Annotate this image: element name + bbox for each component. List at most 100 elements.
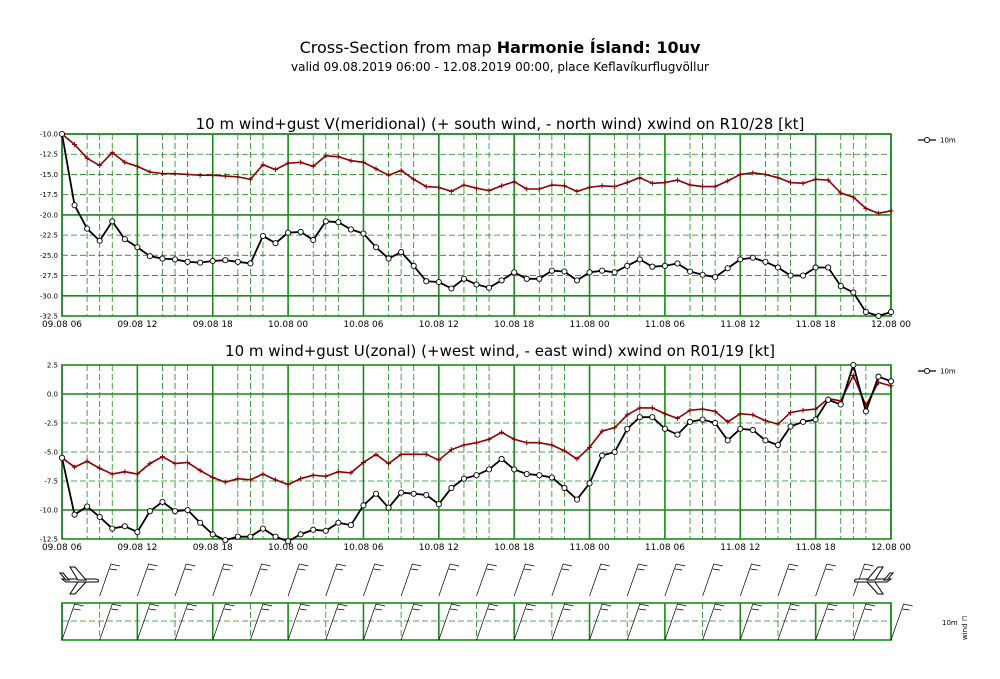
panel1-gust-point-1 xyxy=(72,142,78,148)
panel1-gust-point-65 xyxy=(875,210,881,216)
panel2-gust-point-54 xyxy=(737,411,743,417)
barb-top-57 xyxy=(777,563,799,597)
panel1-wind-point-8 xyxy=(159,255,166,262)
panel1-x-tick-1: 09.08 12 xyxy=(117,320,157,330)
panel2-gust-point-47 xyxy=(649,405,655,411)
panel2-gust-point-51 xyxy=(700,406,706,412)
barb-low-6 xyxy=(137,603,160,641)
panel1-gust-point-28 xyxy=(411,176,417,182)
panel2-wind-point-66 xyxy=(887,378,895,385)
panel1-wind-point-58 xyxy=(787,272,794,279)
panel1-gust-point-11 xyxy=(197,172,203,178)
panel2-wind-point-22 xyxy=(335,519,342,526)
panel2-x-tick-9: 11.08 12 xyxy=(720,543,760,553)
panel1-gust-point-47 xyxy=(649,180,655,186)
panel3-wind-barbs xyxy=(58,563,913,641)
panel2-wind-point-16 xyxy=(259,525,267,532)
panel2-y-tick-4: -7.5 xyxy=(44,478,58,486)
panel2-gust-point-8 xyxy=(159,454,165,460)
panel2-wind-point-34 xyxy=(486,466,493,473)
barb-low-0 xyxy=(61,603,84,641)
panel1-wind-point-9 xyxy=(171,256,179,263)
panel1-gust-point-25 xyxy=(373,166,379,172)
panel1-wind-point-12 xyxy=(209,257,216,265)
panel1-x-tick-7: 11.08 00 xyxy=(570,320,610,330)
panel1-wind-point-39 xyxy=(548,267,555,274)
panel2-gust-point-58 xyxy=(788,410,794,416)
panel2-gust-point-46 xyxy=(637,405,643,411)
panel2-gust-point-28 xyxy=(411,451,417,457)
panel2-wind-point-36 xyxy=(511,466,518,473)
panel1-x-tick-5: 10.08 12 xyxy=(419,320,459,330)
barb-low-51 xyxy=(702,603,725,641)
panel2-gust-point-45 xyxy=(624,412,630,418)
panel1-x-tick-11: 12.08 00 xyxy=(871,320,911,330)
panel1-gust-point-33 xyxy=(474,185,479,191)
panel1-gust-point-42 xyxy=(587,184,593,190)
barb-low-39 xyxy=(551,603,574,641)
panel1-wind-point-27 xyxy=(398,249,405,256)
panel1-gust-point-37 xyxy=(524,186,530,192)
panel2-gust-point-9 xyxy=(172,461,178,467)
panel2-title: 10 m wind+gust U(zonal) (+west wind, - e… xyxy=(225,342,775,360)
panel1-wind-point-10 xyxy=(184,258,191,265)
panel2-wind-point-27 xyxy=(398,489,405,496)
barb-low-12 xyxy=(212,603,235,641)
panel1-wind-point-26 xyxy=(385,255,392,262)
panel2-gust-point-48 xyxy=(662,411,668,417)
panel1-gust-point-31 xyxy=(448,188,454,194)
barb-low-42 xyxy=(589,603,612,641)
panel2-gust-point-41 xyxy=(574,456,580,462)
panel1-gust-point-40 xyxy=(561,183,567,189)
panel1-wind-point-66 xyxy=(887,308,895,316)
panel1-wind-point-42 xyxy=(586,269,593,276)
panel2-legend: 10m xyxy=(940,368,956,376)
barb-top-36 xyxy=(513,563,535,597)
panel2-wind-point-53 xyxy=(724,437,731,444)
panel2-wind-point-59 xyxy=(800,418,807,425)
panel1-wind-point-60 xyxy=(812,264,819,271)
panel1-wind-point-35 xyxy=(498,277,505,284)
panel2-y-tick-2: -2.5 xyxy=(44,420,58,428)
panel1-wind-point-3 xyxy=(96,237,103,244)
airplane-icon-right xyxy=(854,566,895,595)
panel1-wind-point-49 xyxy=(674,260,681,267)
panel1-wind-point-48 xyxy=(661,262,668,269)
panel1-wind-point-61 xyxy=(825,264,832,271)
panel2-gust-point-4 xyxy=(109,471,115,477)
panel1-wind-point-53 xyxy=(724,265,731,272)
panel1-wind-point-5 xyxy=(121,236,128,243)
panel1-gust-point-20 xyxy=(310,163,316,169)
panel1-gust-point-36 xyxy=(511,179,517,185)
panel1-wind-point-0 xyxy=(58,130,66,138)
panel1-plot: -10.0 -12.5 -15.0 -17.5 -20.0 -22.5 -25.0 -27.5… xyxy=(40,131,956,331)
barb-low-54 xyxy=(739,603,762,641)
panel1-gust-point-34 xyxy=(486,188,492,194)
panel1-gust-point-27 xyxy=(398,167,404,173)
panel2-gust-point-50 xyxy=(687,407,693,413)
barb-top-9 xyxy=(174,563,196,597)
panel1-wind-point-41 xyxy=(573,277,581,284)
panel2-gust-point-42 xyxy=(587,444,593,450)
panel1-wind-point-29 xyxy=(423,278,430,285)
panel2-plot: 2.5 0.0 -2.5 -5.0 -7.5 -10.0 -12.509.08 06 09.0… xyxy=(40,362,956,554)
barb-low-18 xyxy=(287,603,310,641)
panel1-gust-point-32 xyxy=(461,182,467,188)
panel2-wind-point-40 xyxy=(561,484,568,492)
panel1-wind-point-43 xyxy=(599,267,606,274)
panel2-x-tick-4: 10.08 06 xyxy=(343,543,383,553)
panel2-gust-point-12 xyxy=(210,475,216,481)
panel2-y-tick-0: 2.5 xyxy=(47,362,58,370)
barb-top-60 xyxy=(815,563,836,597)
panel1-wind-point-18 xyxy=(285,229,292,236)
panel1-wind-point-2 xyxy=(84,225,91,232)
panel2-gust-point-15 xyxy=(247,477,253,483)
panel1-gust-point-7 xyxy=(147,169,153,175)
panel2-gust-point-43 xyxy=(599,428,605,434)
barb-low-66 xyxy=(890,603,913,641)
panel1-wind-point-4 xyxy=(109,218,116,225)
panel2-wind-point-17 xyxy=(272,533,279,540)
panel1-gust-point-13 xyxy=(222,173,228,179)
panel2-gust-point-27 xyxy=(398,451,404,457)
panel2-gust-point-60 xyxy=(813,406,819,412)
